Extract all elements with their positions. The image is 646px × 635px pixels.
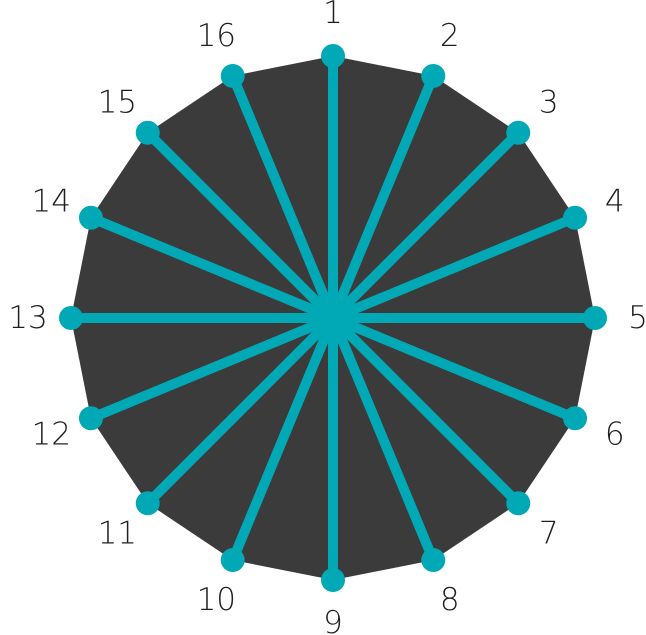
spoke-end-dot-7 xyxy=(506,491,531,516)
spoke-label-5: 5 xyxy=(628,300,646,336)
spoke-line-7 xyxy=(328,313,524,509)
spoke-line-16 xyxy=(227,70,338,323)
spoke-end-dot-16 xyxy=(220,63,245,88)
wheel-hub xyxy=(313,298,353,338)
spoke-end-dot-6 xyxy=(563,406,588,431)
spoke-end-dot-5 xyxy=(583,306,607,330)
spoke-line-10 xyxy=(227,313,338,566)
spoke-end-dot-2 xyxy=(421,63,446,88)
spoke-end-dot-4 xyxy=(563,205,588,230)
spoke-end-dot-11 xyxy=(135,491,160,516)
spoke-label-11: 11 xyxy=(98,516,137,552)
spoke-label-3: 3 xyxy=(539,84,559,120)
spoke-line-12 xyxy=(85,313,338,424)
spoke-label-13: 13 xyxy=(8,300,47,336)
spoke-label-16: 16 xyxy=(197,18,236,54)
spoke-line-8 xyxy=(328,313,439,566)
spoke-line-6 xyxy=(328,313,581,424)
spoke-end-dot-13 xyxy=(59,306,83,330)
spoke-label-10: 10 xyxy=(197,582,236,618)
spoke-label-4: 4 xyxy=(605,183,625,219)
spoke-end-dot-1 xyxy=(321,44,345,68)
spoke-label-1: 1 xyxy=(323,0,343,31)
spoke-end-dot-15 xyxy=(135,120,160,145)
spoke-label-7: 7 xyxy=(539,516,559,552)
spoke-end-dot-8 xyxy=(421,548,446,573)
spoke-line-3 xyxy=(328,127,524,323)
spoke-end-dot-12 xyxy=(78,406,103,431)
spoke-line-11 xyxy=(142,313,338,509)
spoke-line-15 xyxy=(142,127,338,323)
spoke-line-4 xyxy=(328,212,581,323)
spoke-end-dot-14 xyxy=(78,205,103,230)
spoke-label-2: 2 xyxy=(440,18,460,54)
spoke-end-dot-9 xyxy=(321,568,345,592)
spoke-end-dot-3 xyxy=(506,120,531,145)
spoke-label-15: 15 xyxy=(98,84,137,120)
spoke-label-12: 12 xyxy=(31,417,70,453)
spoke-label-14: 14 xyxy=(31,183,70,219)
spoke-end-dot-10 xyxy=(220,548,245,573)
spoke-line-14 xyxy=(85,212,338,323)
spokes-group xyxy=(59,44,607,592)
spoke-line-2 xyxy=(328,70,439,323)
spoke-label-8: 8 xyxy=(440,582,460,618)
spoke-label-9: 9 xyxy=(323,605,343,635)
spoke-label-6: 6 xyxy=(605,417,625,453)
